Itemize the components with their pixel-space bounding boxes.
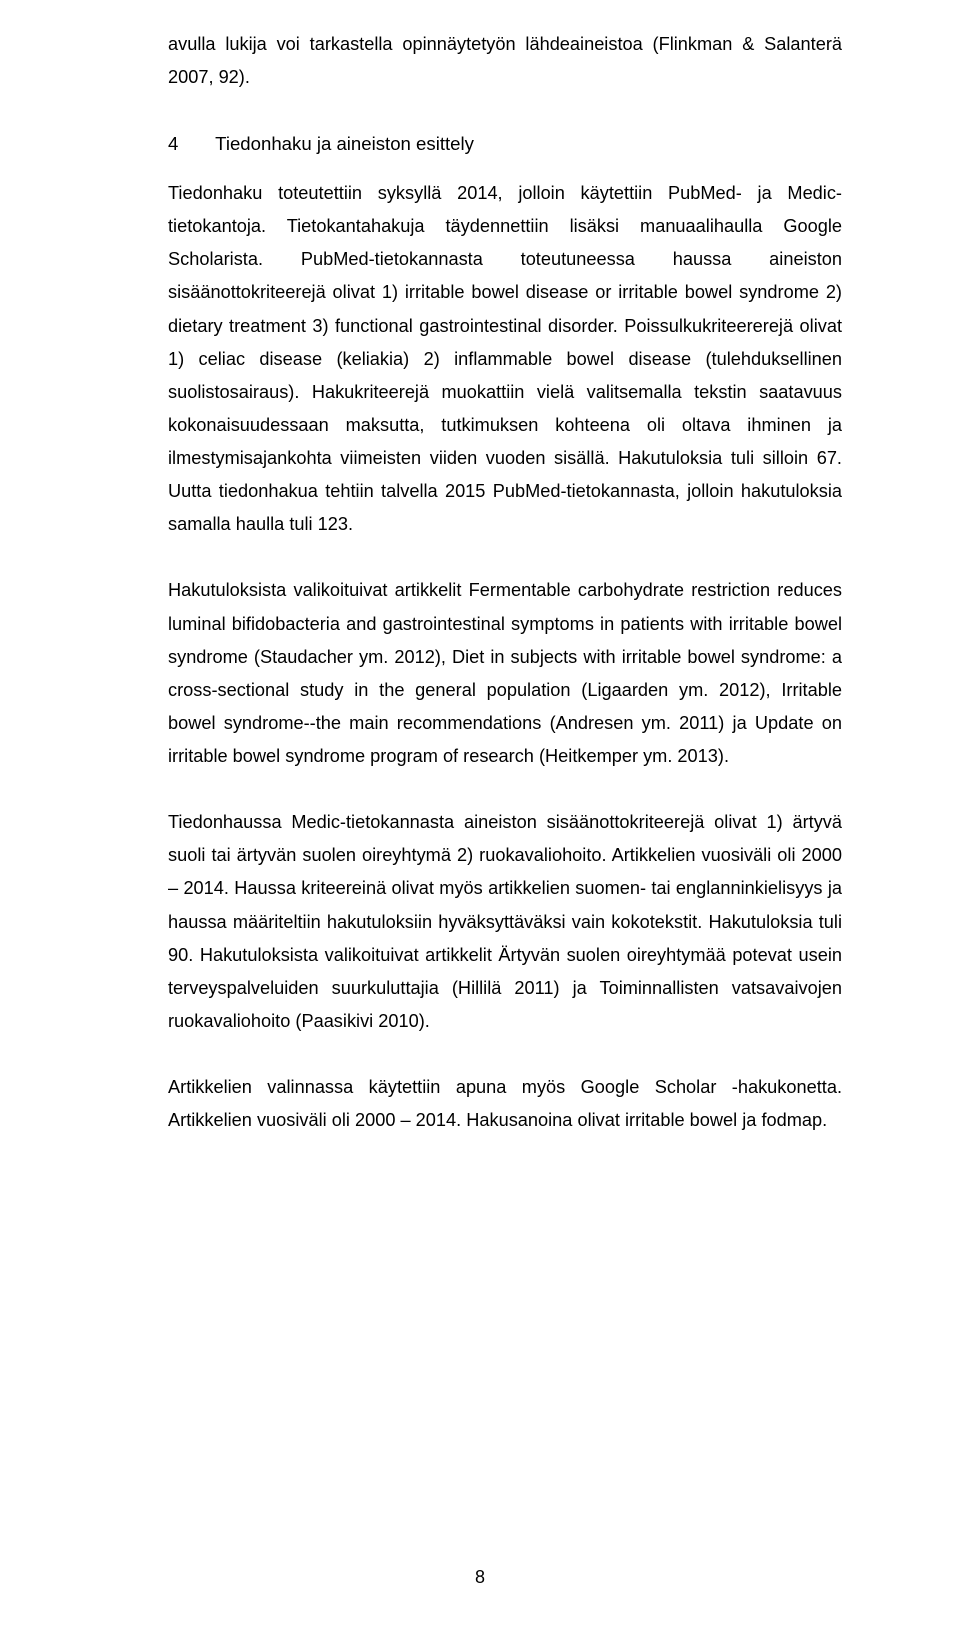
body-paragraph-4: Artikkelien valinnassa käytettiin apuna … (168, 1071, 842, 1137)
body-paragraph-3: Tiedonhaussa Medic-tietokannasta aineist… (168, 806, 842, 1038)
heading-title: Tiedonhaku ja aineiston esittely (215, 127, 474, 161)
page-number: 8 (0, 1567, 960, 1588)
document-page: avulla lukija voi tarkastella opinnäytet… (168, 28, 842, 1137)
intro-paragraph: avulla lukija voi tarkastella opinnäytet… (168, 28, 842, 94)
section-heading: 4 Tiedonhaku ja aineiston esittely (168, 127, 842, 161)
body-paragraph-1: Tiedonhaku toteutettiin syksyllä 2014, j… (168, 177, 842, 541)
body-paragraph-2: Hakutuloksista valikoituivat artikkelit … (168, 574, 842, 773)
heading-number: 4 (168, 127, 210, 161)
